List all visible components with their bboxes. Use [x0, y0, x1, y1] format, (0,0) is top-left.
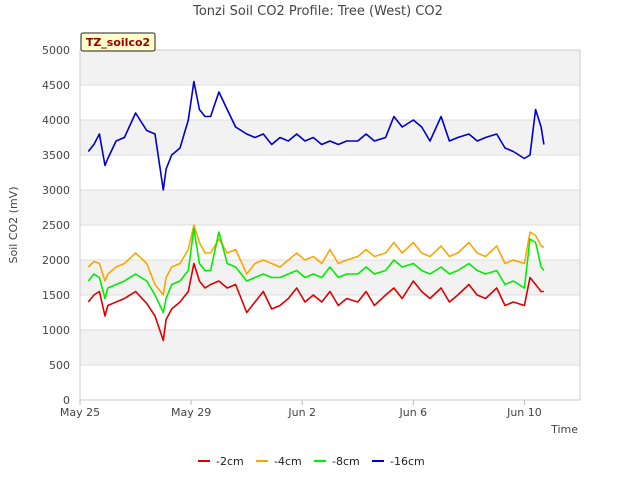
- legend-label: -8cm: [332, 455, 360, 468]
- x-axis-label: Time: [550, 423, 578, 436]
- y-tick-label: 1500: [42, 289, 70, 302]
- legend-label: -2cm: [216, 455, 244, 468]
- x-axis-ticks: May 25 May 29 Jun 2 Jun 6 Jun 10: [60, 400, 542, 419]
- site-tag: TZ_soilco2: [80, 32, 156, 52]
- series-line-neg8cm: [87, 227, 545, 314]
- x-tick-label: Jun 10: [506, 406, 542, 419]
- y-tick-label: 3500: [42, 149, 70, 162]
- chart-title: Tonzi Soil CO2 Profile: Tree (West) CO2: [192, 4, 443, 19]
- y-tick-label: 1000: [42, 324, 70, 337]
- x-tick-label: Jun 2: [287, 406, 316, 419]
- series-line-neg4cm: [87, 224, 545, 296]
- plot-background-bands: [80, 50, 580, 365]
- background-band: [80, 50, 580, 85]
- series-lines: [87, 80, 545, 342]
- y-tick-label: 4000: [42, 114, 70, 127]
- y-tick-label: 2500: [42, 219, 70, 232]
- y-axis-ticks: 0 500 1000 1500 2000 2500 3000 3500 4000 4500 5000: [42, 44, 70, 407]
- background-band: [80, 120, 580, 155]
- y-tick-label: 500: [49, 359, 70, 372]
- plot-frame: [79, 49, 581, 401]
- x-tick-label: Jun 6: [398, 406, 427, 419]
- series-line-neg2cm: [87, 262, 544, 342]
- y-tick-label: 3000: [42, 184, 70, 197]
- y-tick-label: 4500: [42, 79, 70, 92]
- legend-label: -4cm: [274, 455, 302, 468]
- background-band: [80, 330, 580, 365]
- site-tag-box: [80, 32, 156, 52]
- series-line-neg16cm: [87, 80, 545, 191]
- background-band: [80, 190, 580, 225]
- y-tick-label: 5000: [42, 44, 70, 57]
- x-tick-label: May 25: [60, 406, 100, 419]
- legend: -2cm -4cm -8cm -16cm: [198, 455, 425, 468]
- y-tick-label: 2000: [42, 254, 70, 267]
- x-tick-label: May 29: [171, 406, 211, 419]
- legend-label: -16cm: [390, 455, 425, 468]
- site-tag-label: TZ_soilco2: [86, 36, 150, 49]
- y-axis-label: Soil CO2 (mV): [7, 187, 20, 264]
- y-tick-label: 0: [63, 394, 70, 407]
- background-band: [80, 260, 580, 295]
